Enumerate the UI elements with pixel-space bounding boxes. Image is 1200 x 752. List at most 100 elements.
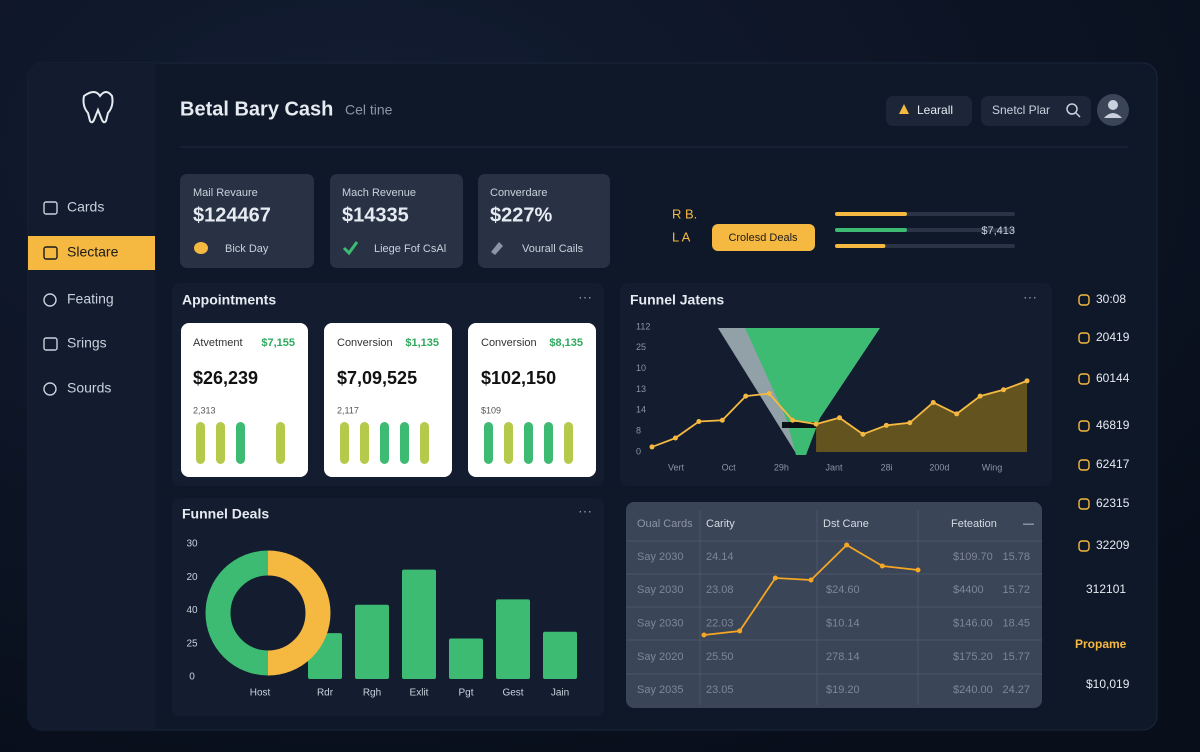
x-tick-label: Jain [551, 688, 569, 699]
point [813, 421, 819, 427]
nav-icon [43, 382, 57, 396]
point [915, 567, 921, 573]
warning-icon [899, 104, 909, 114]
table-cell: 15.78 [1002, 551, 1030, 563]
table-cell: Say 2035 [637, 684, 683, 696]
x-tick-label: Pgt [458, 688, 473, 699]
page-title: Betal Bary Cash [180, 98, 333, 120]
card-note: $109 [481, 405, 501, 415]
bar [449, 638, 483, 679]
kpi-card [478, 174, 610, 268]
avatar-body [1104, 113, 1122, 118]
table-grid [626, 510, 1042, 705]
list-item: $10,019 [1086, 677, 1130, 691]
table-header: Feteation [951, 518, 997, 530]
y-tick-label: 25 [186, 638, 198, 649]
point [701, 632, 707, 638]
y-tick-label: 13 [636, 384, 646, 394]
x-tick-label: Rdr [317, 688, 334, 699]
point [737, 628, 743, 634]
nav-icon [43, 246, 58, 260]
x-tick-label: Wing [982, 462, 1003, 472]
list-icon [1078, 332, 1090, 344]
point [954, 411, 960, 417]
table-cell: 23.08 [706, 584, 734, 596]
table-header: Dst Cane [823, 518, 869, 530]
kpi-label: Converdare [490, 187, 547, 199]
mini-bar [420, 422, 429, 464]
panel-menu[interactable]: ··· [578, 503, 592, 519]
table-cell: 22.03 [706, 618, 734, 630]
point [808, 577, 814, 583]
y-tick-label: 10 [636, 363, 646, 373]
nav-item[interactable]: Cards [67, 199, 104, 215]
bar [355, 604, 389, 679]
table-cell: $19.20 [826, 684, 860, 696]
header-button[interactable] [886, 96, 972, 126]
y-tick-label: 0 [636, 446, 641, 456]
point [860, 431, 866, 437]
table-cell: Say 2030 [637, 618, 683, 630]
search-box[interactable] [981, 96, 1091, 126]
x-tick-label: Jant [825, 462, 843, 472]
list-item: 62315 [1096, 496, 1130, 510]
point [1024, 378, 1030, 384]
list-icon [1078, 498, 1090, 510]
card-badge: $1,135 [405, 337, 439, 349]
x-tick-label: Vert [668, 462, 685, 472]
nav-icon [43, 337, 58, 351]
y-tick-label: 112 [636, 321, 650, 331]
nav-item[interactable]: Srings [67, 335, 107, 351]
list-icon [1078, 294, 1090, 306]
y-tick-label: 20 [186, 572, 198, 583]
nav-item[interactable]: Sourds [67, 380, 111, 396]
mini-bar [544, 422, 553, 464]
panel-menu[interactable]: ··· [578, 289, 592, 305]
list-item: 32209 [1096, 538, 1130, 552]
card-value: $7,09,525 [337, 368, 417, 388]
point [719, 417, 725, 423]
kpi-label: Mach Revenue [342, 187, 416, 199]
table-cell: $109.70 [953, 551, 993, 563]
panel-title: Funnel Deals [182, 506, 269, 522]
point [907, 420, 913, 426]
point [772, 575, 778, 581]
list-icon [1078, 420, 1090, 432]
nav-item[interactable]: Feating [67, 291, 114, 307]
kpi-value: $124467 [193, 204, 271, 226]
table-cell: 15.77 [1002, 651, 1030, 663]
point [743, 393, 749, 399]
mini-bar [400, 422, 409, 464]
mini-bar [276, 422, 285, 464]
table-cell: Say 2020 [637, 651, 683, 663]
point [977, 393, 983, 399]
kpi-icon [194, 242, 208, 254]
x-tick-label: Rgh [363, 688, 381, 699]
card-label: Conversion [481, 337, 537, 349]
panel-menu[interactable]: ··· [1023, 289, 1037, 305]
search-icon [1075, 112, 1081, 118]
kpi-value: $227% [490, 204, 552, 226]
mini-bar [236, 422, 245, 464]
widget-label: L A [672, 229, 691, 244]
bar [402, 569, 436, 679]
point [696, 419, 702, 425]
sidebar [28, 63, 155, 730]
x-tick-label: Oct [722, 462, 737, 472]
deals-button-label[interactable]: Crolesd Deals [728, 232, 798, 244]
table-cell: $10.14 [826, 618, 860, 630]
nav-item[interactable]: Slectare [67, 244, 119, 260]
list-item: Propame [1075, 637, 1127, 651]
mini-bar [524, 422, 533, 464]
donut-segment [267, 550, 331, 676]
point [766, 391, 772, 397]
card-value: $102,150 [481, 368, 556, 388]
deals-button[interactable] [712, 224, 815, 251]
y-tick-label: 0 [189, 672, 195, 683]
progress-fill [835, 244, 886, 248]
table-cell: 24.27 [1002, 684, 1030, 696]
y-tick-label: 40 [186, 605, 198, 616]
avatar-head [1108, 100, 1118, 110]
